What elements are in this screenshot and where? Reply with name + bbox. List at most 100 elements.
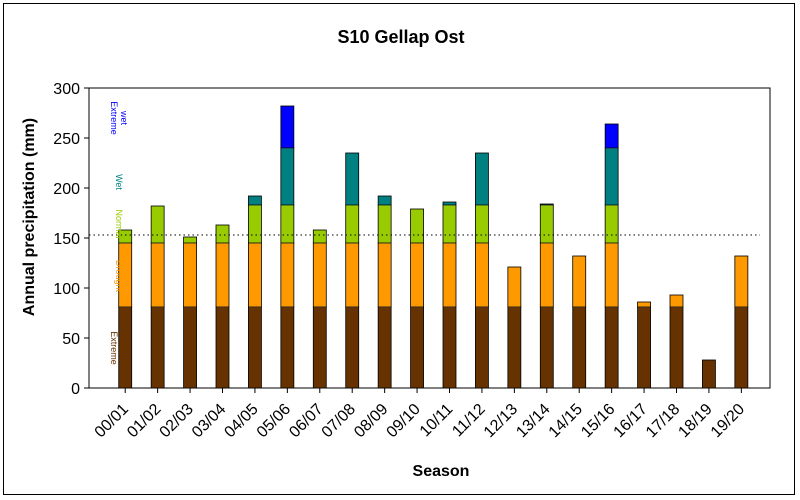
x-tick-label: 07/08 <box>319 401 359 441</box>
x-tick-label: 19/20 <box>708 401 748 441</box>
bar-segment-wet <box>604 147 619 206</box>
y-tick-label: 0 <box>71 381 80 398</box>
bar-segment-drought <box>183 242 197 308</box>
x-tick-label: 16/17 <box>611 401 651 441</box>
y-tick-label: 150 <box>53 231 80 248</box>
x-tick-label: 17/18 <box>643 401 683 441</box>
x-tick-label: 02/03 <box>157 401 197 441</box>
bar-segment-extreme-drought <box>442 306 457 389</box>
bar-segment-drought <box>248 242 262 308</box>
band-label: wet <box>119 110 129 126</box>
band-label: Normal <box>114 209 124 238</box>
bar-segment-wet <box>248 195 262 206</box>
bar-segment-extreme-drought <box>637 306 651 389</box>
bar-segment-extreme-drought <box>377 306 392 389</box>
bar-chart: S10 Gellap Ost Annual precipitation (mm)… <box>21 27 771 480</box>
x-tick-label: 03/04 <box>189 401 229 441</box>
chart-title: S10 Gellap Ost <box>337 27 464 47</box>
x-tick-label: 11/12 <box>449 401 489 441</box>
x-tick-label: 05/06 <box>254 401 294 441</box>
bar-segment-drought <box>669 294 684 308</box>
bar-segment-normal <box>118 229 133 244</box>
bar-segment-drought <box>150 242 165 308</box>
x-tick-label: 15/16 <box>578 401 618 441</box>
bar-segment-normal <box>475 204 489 244</box>
x-tick-label: 09/10 <box>384 401 424 441</box>
bar-segment-drought <box>539 242 554 308</box>
bar-segment-drought <box>442 242 457 308</box>
bar-segment-normal <box>604 204 619 244</box>
x-tick-label: 00/01 <box>92 401 132 441</box>
bar-segment-extreme-drought <box>702 359 716 389</box>
bar-segment-normal <box>345 204 360 244</box>
bar-segment-extreme-drought <box>312 306 327 389</box>
bar-segment-extreme-drought <box>604 306 619 389</box>
bar-segment-normal <box>280 204 295 244</box>
bar-segment-extreme-drought <box>734 306 749 389</box>
y-tick-label: 100 <box>53 281 80 298</box>
bar-segment-extreme-drought <box>572 306 587 389</box>
bar-segment-wet <box>280 147 295 206</box>
bar-segment-extreme-wet <box>604 123 619 149</box>
x-tick-label: 06/07 <box>286 401 326 441</box>
bar-segment-drought <box>507 266 522 308</box>
chart-frame: S10 Gellap Ost Annual precipitation (mm)… <box>3 3 795 495</box>
bar-segment-drought <box>280 242 295 308</box>
bar-segment-normal <box>442 204 457 244</box>
x-tick-label: 13/14 <box>513 401 553 441</box>
x-tick-label: 10/11 <box>417 401 457 441</box>
bar-segment-drought <box>410 242 424 308</box>
bar-segment-drought <box>604 242 619 308</box>
bar-segment-extreme-wet <box>280 105 295 149</box>
band-label: Extreme <box>109 331 119 365</box>
x-tick-label: 01/02 <box>124 401 164 441</box>
bar-segment-normal <box>377 204 392 244</box>
bar-segment-drought <box>572 255 587 308</box>
bar-segment-extreme-drought <box>410 306 424 389</box>
band-label: Wet <box>114 174 124 190</box>
bar-segment-wet <box>442 201 457 206</box>
x-tick-label: 08/09 <box>351 401 391 441</box>
y-axis-label: Annual precipitation (mm) <box>21 118 38 316</box>
bar-segment-drought <box>377 242 392 308</box>
x-tick-label: 12/13 <box>481 401 521 441</box>
bar-segment-normal <box>248 204 262 244</box>
bar-segment-extreme-drought <box>539 306 554 389</box>
bar-segment-drought <box>637 301 651 308</box>
bar-segment-normal <box>215 224 230 244</box>
bar-segment-extreme-drought <box>475 306 489 389</box>
bar-segment-wet <box>345 152 360 206</box>
bar-segment-normal <box>183 236 197 244</box>
bar-segment-extreme-drought <box>507 306 522 389</box>
bar-segment-extreme-drought <box>669 306 684 389</box>
y-tick-label: 200 <box>53 181 80 198</box>
y-tick-label: 50 <box>62 331 80 348</box>
bar-segment-normal <box>410 208 424 244</box>
bar-segment-drought <box>215 242 230 308</box>
bar-segment-normal <box>312 229 327 244</box>
band-label: drought <box>119 333 129 364</box>
bar-segment-extreme-drought <box>280 306 295 389</box>
y-tick-label: 300 <box>53 81 80 98</box>
bar-segment-extreme-drought <box>248 306 262 389</box>
bar-segment-drought <box>475 242 489 308</box>
bar-segment-drought <box>734 255 749 308</box>
x-tick-label: 18/19 <box>675 401 715 441</box>
x-tick-label: 04/05 <box>221 401 261 441</box>
bar-segment-drought <box>345 242 360 308</box>
bar-segment-extreme-drought <box>215 306 230 389</box>
bar-segment-normal <box>150 205 165 244</box>
x-tick-label: 14/15 <box>546 401 586 441</box>
x-axis-label: Season <box>413 463 470 480</box>
bar-segment-extreme-drought <box>183 306 197 389</box>
band-label: Extreme <box>109 101 119 135</box>
bar-segment-drought <box>312 242 327 308</box>
bar-segment-wet <box>475 152 489 206</box>
bar-segment-extreme-drought <box>345 306 360 389</box>
bar-segment-normal <box>539 204 554 244</box>
bar-segment-extreme-drought <box>150 306 165 389</box>
bar-segment-wet <box>377 195 392 206</box>
band-label: Drought <box>114 260 124 293</box>
bar-segment-wet <box>539 203 554 206</box>
y-tick-label: 250 <box>53 131 80 148</box>
